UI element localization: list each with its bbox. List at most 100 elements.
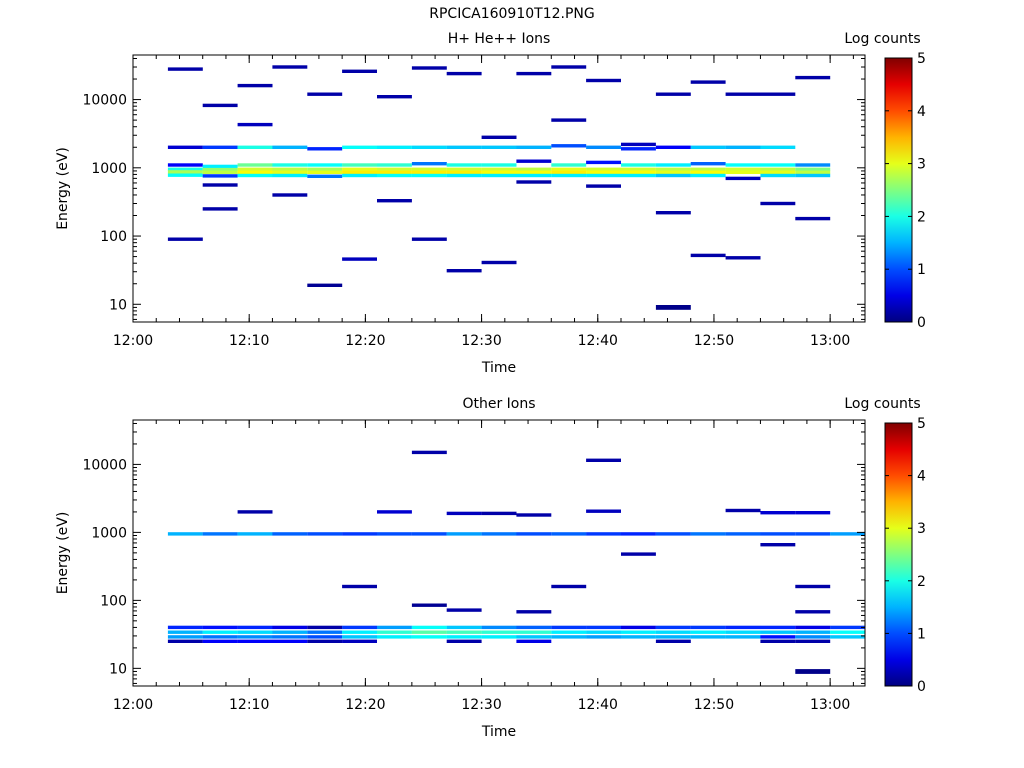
panel2-cell [655, 532, 691, 536]
panel2-y-axis-label: Energy (eV) [55, 512, 71, 595]
panel2-cell [167, 639, 203, 643]
panel1-x-tick-label: 12:40 [578, 333, 618, 349]
panel1-title: H+ He++ Ions [448, 31, 551, 47]
panel2-cell [516, 635, 552, 639]
panel1-cell [481, 135, 517, 139]
panel2-cell [551, 532, 587, 536]
panel1-colorbar-tick-label: 2 [917, 209, 926, 225]
panel1-cell [725, 176, 761, 181]
panel2-cell [760, 639, 796, 643]
panel2-x-tick-label: 12:30 [461, 697, 501, 713]
panel2-cell [725, 625, 761, 630]
panel2-cell [342, 635, 377, 639]
panel1-cell [272, 145, 308, 149]
panel2-cell [411, 450, 447, 455]
panel2-cell [516, 610, 552, 614]
panel1-cell [272, 173, 308, 178]
panel1-cell [307, 283, 343, 287]
panel2-cell [795, 669, 831, 674]
panel2-cell [237, 635, 273, 639]
panel2-cell [411, 532, 447, 536]
panel1-cell [551, 65, 587, 69]
panel2-cell [377, 630, 412, 634]
panel2-cell [377, 625, 412, 630]
panel1-cell [655, 163, 691, 167]
panel1-cell [411, 237, 447, 241]
panel1-cell [621, 147, 656, 151]
panel1-cell [237, 145, 273, 149]
panel1-x-tick-label: 12:10 [229, 333, 269, 349]
panel2-cell [237, 639, 273, 643]
panel2-cell [655, 630, 691, 634]
panel1-cell [377, 95, 412, 99]
panel2-colorbar-tick-label: 2 [917, 574, 926, 590]
panel1-cell [516, 159, 552, 163]
panel1-cell [446, 173, 482, 178]
panel1-cell [760, 173, 796, 178]
panel2-cell [690, 625, 726, 630]
panel1-cell [377, 173, 412, 178]
panel2-cell [307, 625, 343, 630]
panel1-cell [446, 269, 482, 273]
panel1-cell [202, 145, 238, 149]
panel1-cell [377, 145, 412, 149]
panel1-cell [760, 201, 796, 206]
panel1-cell [202, 183, 238, 187]
panel1-cell [586, 167, 621, 171]
panel1-cell [272, 193, 308, 197]
panel1-cell [795, 167, 831, 171]
panel1-cell [307, 92, 343, 96]
panel2-cell [202, 630, 238, 634]
panel1-cell [446, 71, 482, 76]
panel2-cell [516, 639, 552, 643]
panel2-cell [272, 630, 308, 634]
panel2-cell [795, 635, 831, 639]
panel1-cell [446, 170, 482, 174]
panel2-cell [795, 625, 831, 630]
panel1-cell [690, 145, 726, 149]
panel2-cell [411, 603, 447, 607]
panel1-x-tick-label: 12:20 [345, 333, 385, 349]
panel2-x-tick-label: 12:10 [229, 697, 269, 713]
panel2-cell [446, 635, 482, 639]
panel2-cell [551, 635, 587, 639]
panel2-cell [481, 630, 517, 634]
panel1-cell [307, 163, 343, 167]
panel1-cell [551, 170, 587, 174]
panel2-cell [795, 630, 831, 634]
panel1-cell [202, 167, 238, 172]
panel1-cell [167, 167, 203, 171]
panel1-cell [342, 173, 377, 178]
panel1-cell [377, 170, 412, 174]
panel2-y-tick-label: 10 [109, 661, 127, 677]
panel1-cell [167, 67, 203, 71]
panel2-cell [446, 639, 482, 643]
panel1-cell [690, 162, 726, 166]
panel2-cell [586, 458, 621, 462]
panel2-cell [830, 635, 865, 639]
panel2-cell [586, 635, 621, 639]
panel1-colorbar [884, 57, 913, 323]
panel2-cell [167, 635, 203, 639]
panel1-cell [516, 173, 552, 178]
panel2-cell [760, 511, 796, 515]
panel2-colorbar [884, 422, 913, 687]
panel1-cell [725, 256, 761, 260]
panel2-cell [411, 625, 447, 630]
panel2-x-tick-label: 12:50 [694, 697, 734, 713]
panel2-cell [237, 625, 273, 630]
panel2-cell [586, 532, 621, 536]
panel2-x-tick-label: 12:40 [578, 697, 618, 713]
panel1-cell [621, 142, 656, 147]
panel2-cell [795, 584, 831, 589]
panel2-title: Other Ions [462, 396, 535, 412]
panel2-cell [411, 630, 447, 634]
panel1-colorbar-tick-label: 1 [917, 262, 926, 278]
panel1-cell [307, 167, 343, 171]
panel1-y-tick-label: 10 [109, 297, 127, 313]
panel2-cell [586, 625, 621, 630]
panel2-x-tick-label: 12:20 [345, 697, 385, 713]
panel2-cell [760, 543, 796, 547]
panel1-colorbar-tick-label: 4 [917, 104, 926, 120]
panel2-cell [690, 635, 726, 639]
